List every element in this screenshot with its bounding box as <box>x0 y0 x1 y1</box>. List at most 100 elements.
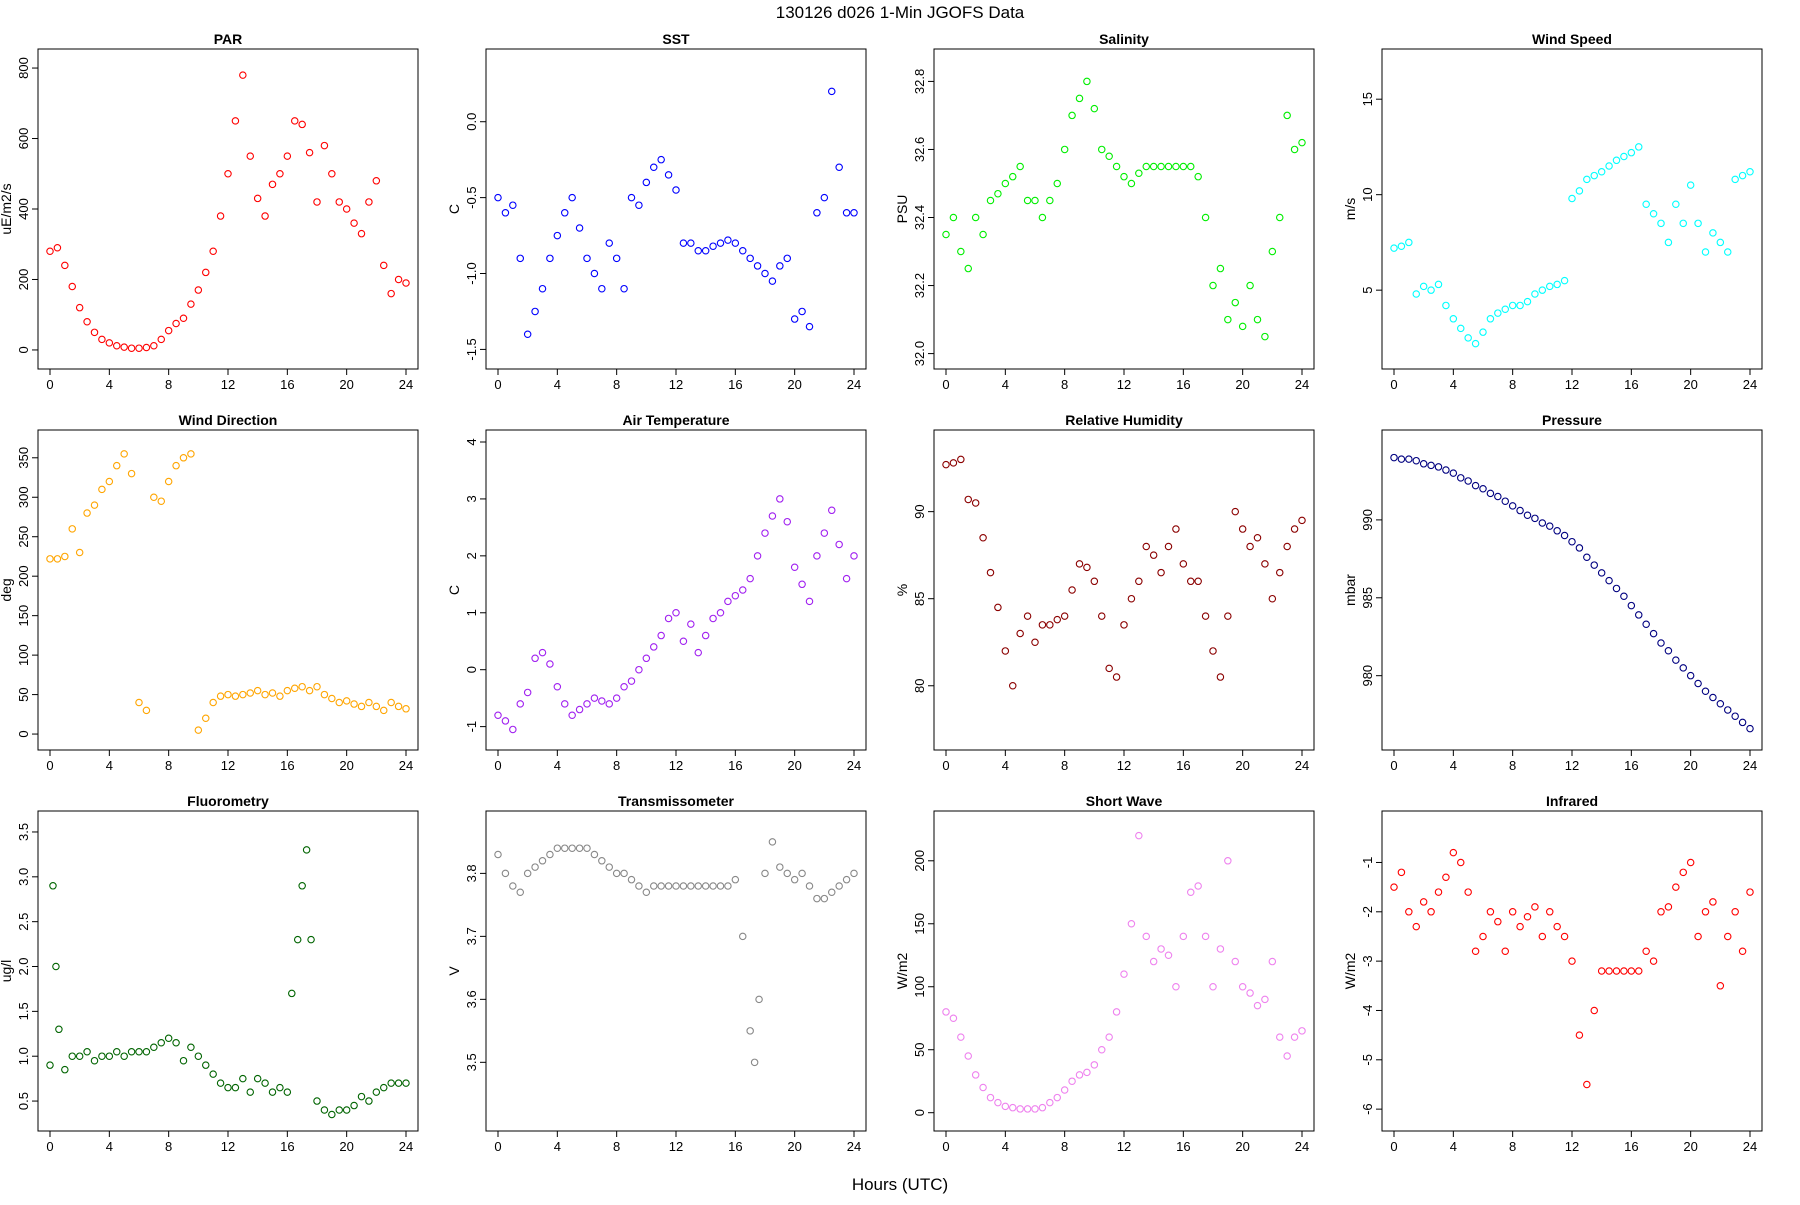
data-point <box>501 717 510 725</box>
data-point <box>1709 693 1717 702</box>
y-tick-label: 990 <box>1360 509 1375 531</box>
data-point <box>1575 544 1584 552</box>
data-point <box>813 894 821 903</box>
data-point <box>494 193 502 202</box>
data-point <box>790 563 799 571</box>
data-point <box>994 189 1002 198</box>
x-tick-label: 8 <box>1509 377 1516 392</box>
data-point <box>709 614 717 623</box>
data-point <box>194 1052 203 1060</box>
y-tick-label: 3 <box>464 495 479 502</box>
data-point <box>307 935 315 944</box>
data-point <box>293 935 302 944</box>
plot-frame-salinity <box>933 48 1315 370</box>
data-point <box>672 186 680 194</box>
data-point <box>105 1052 114 1060</box>
data-point <box>1246 989 1254 997</box>
data-point <box>546 660 554 668</box>
x-tick-label: 16 <box>280 758 294 773</box>
data-point <box>1397 868 1406 877</box>
data-point <box>283 1088 292 1096</box>
panel-title-pressure: Pressure <box>1542 412 1602 428</box>
data-point <box>1709 898 1717 906</box>
series-relative-humidity <box>942 455 1306 690</box>
data-point <box>239 690 247 699</box>
data-point <box>1538 932 1547 941</box>
data-point <box>1283 1052 1291 1060</box>
data-point <box>202 1061 210 1069</box>
data-point <box>827 506 836 515</box>
data-point <box>575 224 584 232</box>
data-point <box>1390 453 1398 462</box>
data-point <box>394 702 403 711</box>
data-point <box>501 869 510 878</box>
data-point <box>105 477 114 486</box>
data-point <box>523 688 532 697</box>
y-tick-label: 1.5 <box>16 1002 31 1020</box>
data-point <box>672 609 680 617</box>
data-point <box>798 580 806 589</box>
data-point <box>501 209 510 217</box>
plot-frame-sst <box>485 48 867 370</box>
data-point <box>1716 982 1725 990</box>
x-tick-label: 24 <box>1743 1139 1757 1154</box>
x-tick-label: 20 <box>1683 377 1697 392</box>
data-point <box>738 586 747 594</box>
data-point <box>1276 1033 1284 1041</box>
data-point <box>835 882 843 890</box>
data-point <box>783 254 791 263</box>
x-axis-transmissometer: 0 4 8 12 16 20 24 <box>494 1130 861 1154</box>
x-tick-label: 16 <box>1176 758 1190 773</box>
data-point <box>1060 1086 1069 1094</box>
panel-sst: SST C 0 4 8 12 16 20 24 -1.5 -1.0 -0.5 0.0 <box>446 31 867 392</box>
data-point <box>1164 542 1173 551</box>
data-point <box>49 882 57 890</box>
x-tick-label: 20 <box>787 377 801 392</box>
data-point <box>716 882 725 890</box>
data-point <box>731 875 740 884</box>
data-point <box>1253 534 1262 542</box>
data-point <box>164 1034 173 1043</box>
data-point <box>1568 957 1576 965</box>
data-point <box>1590 171 1599 180</box>
y-axis-infrared: -6 -5 -4 -3 -2 -1 <box>1360 857 1383 1115</box>
x-tick-label: 20 <box>1683 1139 1697 1154</box>
data-point <box>313 682 321 691</box>
data-point <box>687 620 695 628</box>
data-point <box>1179 932 1188 941</box>
plot-frame-pressure <box>1381 429 1763 751</box>
data-point <box>612 694 621 702</box>
plot-frame-par <box>37 48 419 370</box>
series-wind-speed <box>1390 143 1754 348</box>
y-tick-label: 300 <box>16 486 31 508</box>
data-point <box>694 882 702 890</box>
data-point <box>635 201 643 209</box>
data-point <box>516 254 524 263</box>
data-point <box>538 648 547 657</box>
data-point <box>942 1008 950 1016</box>
data-point <box>1501 497 1510 505</box>
data-point <box>1546 522 1554 530</box>
data-point <box>1620 592 1628 600</box>
data-point <box>590 850 599 859</box>
x-tick-label: 0 <box>1390 377 1397 392</box>
data-point <box>1201 612 1210 620</box>
data-point <box>1427 286 1435 294</box>
data-point <box>83 318 91 326</box>
data-point <box>1553 527 1561 535</box>
data-point <box>246 689 255 697</box>
x-tick-label: 0 <box>494 1139 501 1154</box>
data-point <box>1568 194 1576 203</box>
data-point <box>1560 932 1569 941</box>
data-point <box>776 495 784 503</box>
data-point <box>1724 932 1732 941</box>
plot-frame-fluorometry <box>37 810 419 1132</box>
data-point <box>1157 568 1165 577</box>
data-point <box>1419 460 1428 468</box>
data-point <box>649 882 658 890</box>
y-axis-sst: -1.5 -1.0 -0.5 0.0 <box>464 113 487 361</box>
data-point <box>620 869 628 878</box>
y-tick-label: 50 <box>16 687 31 701</box>
data-point <box>1105 152 1113 161</box>
panel-title-sst: SST <box>662 31 690 47</box>
